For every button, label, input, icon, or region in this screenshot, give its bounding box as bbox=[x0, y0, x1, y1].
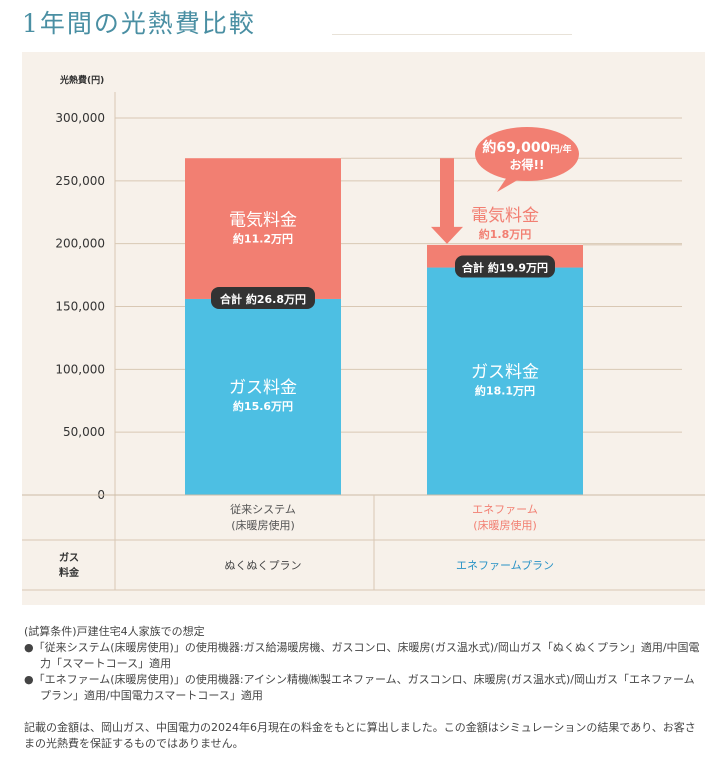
electric-label-2: 電気料金 bbox=[471, 206, 539, 226]
category-label-line1-1: 従来システム bbox=[230, 503, 296, 516]
notes-item-1: ●「従来システム(床暖房使用)」の使用機器:ガス給湯暖房機、ガスコンロ、床暖房(… bbox=[24, 641, 700, 670]
savings-bubble bbox=[475, 127, 579, 181]
y-tick-label: 100,000 bbox=[55, 362, 105, 376]
total-label-1: 合計 約26.8万円 bbox=[220, 292, 306, 306]
gas-plan-value-1: ぬくぬくプラン bbox=[225, 559, 302, 572]
electric-value-label-2: 約1.8万円 bbox=[479, 227, 532, 241]
savings-bubble-tail bbox=[497, 174, 521, 192]
savings-amount: 約69,000 bbox=[482, 139, 550, 156]
savings-amount-text: 約69,000円/年 bbox=[482, 139, 571, 156]
title-divider bbox=[332, 34, 572, 35]
total-pill-1 bbox=[211, 286, 315, 309]
savings-unit: 円/年 bbox=[550, 143, 571, 155]
chart-panel: 光熱費(円) 0 50,000 100,000 150,000 200,000 250,0… bbox=[22, 52, 705, 605]
savings-line2: お得!! bbox=[510, 157, 545, 172]
savings-arrow bbox=[431, 158, 463, 244]
y-tick-label: 300,000 bbox=[55, 111, 105, 125]
notes-condition: (試算条件)戸建住宅4人家族での想定 bbox=[24, 625, 205, 638]
y-tick-label: 150,000 bbox=[55, 300, 105, 314]
total-label-2: 合計 約19.9万円 bbox=[462, 261, 548, 275]
y-tick-label: 50,000 bbox=[63, 425, 105, 439]
gas-label-1: ガス料金 bbox=[229, 378, 297, 398]
y-tick-label: 250,000 bbox=[55, 174, 105, 188]
category-label-line2-1: (床暖房使用) bbox=[231, 518, 295, 532]
gas-value-label-2: 約18.1万円 bbox=[475, 383, 535, 397]
gas-plan-header-line1: ガス bbox=[59, 551, 79, 564]
category-label-line2-2: (床暖房使用) bbox=[473, 518, 537, 532]
gas-label-2: ガス料金 bbox=[471, 362, 539, 382]
total-pill-2 bbox=[455, 255, 555, 278]
gas-plan-header-line2: 料金 bbox=[59, 566, 80, 579]
gas-value-label-1: 約15.6万円 bbox=[233, 399, 293, 413]
electric-label-1: 電気料金 bbox=[229, 211, 297, 231]
electric-value-label-1: 約11.2万円 bbox=[233, 232, 293, 246]
notes-item-2: ●「エネファーム(床暖房使用)」の使用機器:アイシン精機㈱製エネファーム、ガスコ… bbox=[24, 673, 695, 702]
y-axis-label: 光熱費(円) bbox=[59, 74, 104, 86]
gas-plan-value-2: エネファームプラン bbox=[456, 559, 554, 572]
y-tick-label: 200,000 bbox=[55, 237, 105, 251]
cost-comparison-chart: 光熱費(円) 050,000100,000150,000200,000250,0… bbox=[22, 74, 705, 591]
notes-disclaimer: 記載の金額は、岡山ガス、中国電力の2024年6月現在の料金をもとに算出しました。… bbox=[24, 721, 696, 750]
category-label-line1-2: エネファーム bbox=[472, 503, 538, 516]
notes: (試算条件)戸建住宅4人家族での想定 ●「従来システム(床暖房使用)」の使用機器… bbox=[24, 624, 704, 752]
bar-electric-1 bbox=[185, 158, 341, 299]
bar-gas-1 bbox=[185, 298, 341, 495]
bar-gas-2 bbox=[427, 267, 583, 495]
page-title: 1年間の光熱費比較 bbox=[22, 9, 256, 38]
